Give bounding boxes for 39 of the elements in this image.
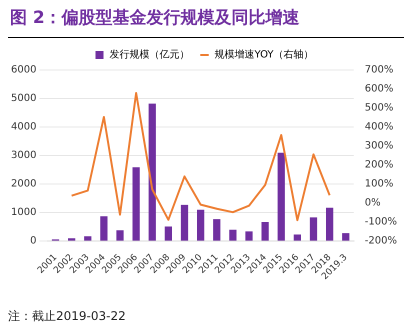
y-tick-label: 5000	[10, 93, 36, 104]
y-tick-label: 4000	[10, 122, 36, 133]
bar	[294, 234, 301, 241]
y2-tick-label: 200%	[364, 160, 394, 171]
y2-tick-label: 400%	[364, 122, 394, 133]
y2-tick-label: -200%	[364, 236, 398, 247]
bar	[342, 233, 350, 241]
y2-tick-label: 0%	[364, 198, 381, 209]
legend-label: 规模增速YOY（右轴）	[214, 48, 314, 61]
bar	[229, 230, 236, 241]
bar	[164, 226, 172, 241]
text: 注：截止2019-03-22	[8, 308, 126, 325]
bar	[278, 152, 285, 241]
bar	[84, 236, 92, 241]
bar	[261, 222, 269, 241]
y2-tick-label: 600%	[364, 84, 394, 95]
chart-title: 图 2：偏股型基金发行规模及同比增速	[10, 7, 300, 29]
bar	[132, 167, 140, 241]
y2-tick-label: 300%	[364, 140, 394, 152]
y2-tick-label: 700%	[364, 64, 394, 76]
y2-tick-label: -100%	[364, 216, 398, 228]
bar	[213, 219, 220, 241]
bar	[148, 104, 156, 241]
y2-tick-label: 500%	[364, 102, 394, 114]
bar	[180, 204, 188, 241]
bar	[310, 217, 318, 241]
bar	[245, 231, 253, 241]
y-tick-label: 3000	[10, 150, 36, 162]
bar	[100, 216, 108, 241]
y2-tick-label: 100%	[364, 178, 394, 190]
bar	[326, 208, 334, 241]
legend-label: 发行规模（亿元）	[110, 48, 190, 61]
y-tick-label: 6000	[10, 64, 36, 76]
bar	[116, 230, 124, 241]
bar	[68, 238, 76, 241]
y-tick-label: 2000	[10, 178, 36, 190]
bar	[197, 210, 204, 241]
y-tick-label: 1000	[10, 207, 36, 218]
y-tick-label: 0	[30, 236, 36, 247]
